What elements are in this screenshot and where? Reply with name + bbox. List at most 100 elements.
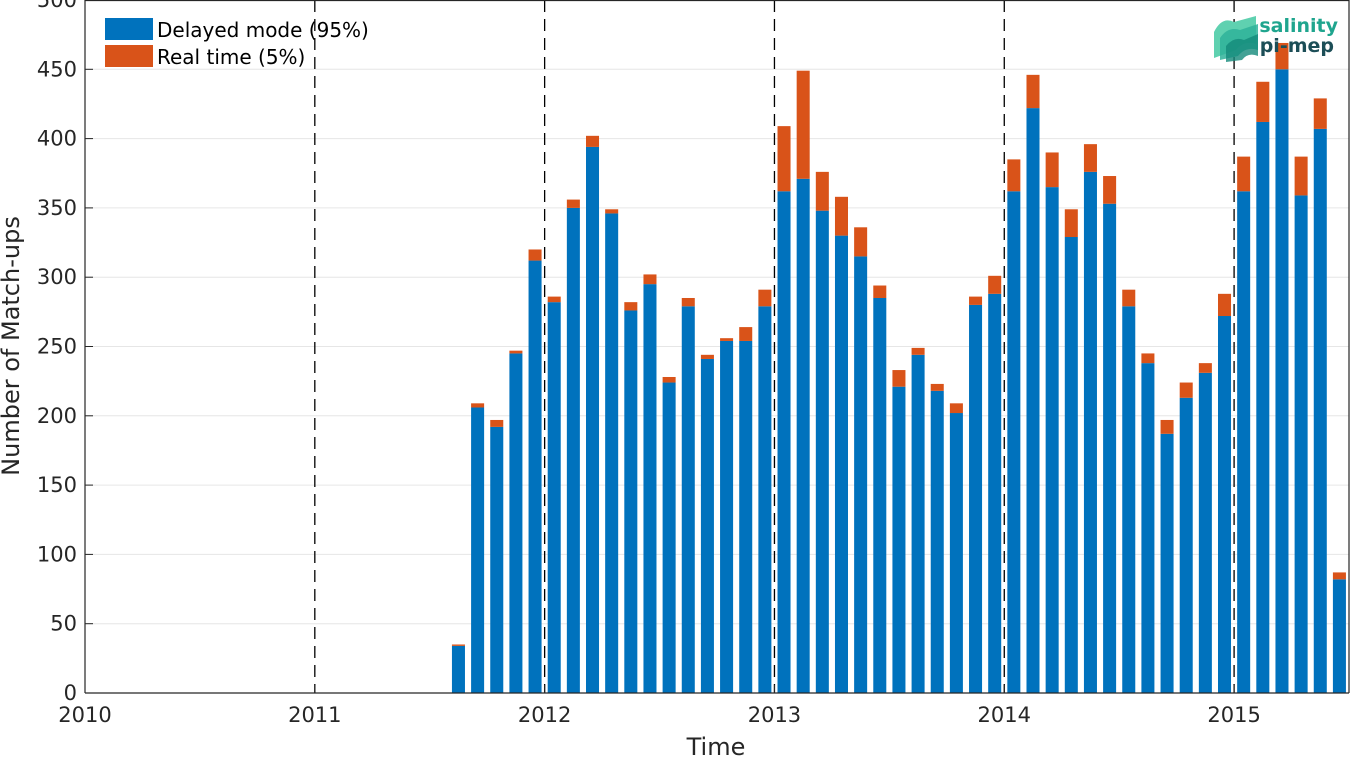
bar-realtime-2013-06 [873, 285, 887, 298]
bar-realtime-2015-01 [1237, 156, 1251, 192]
bar-delayed-2012-02 [566, 207, 580, 693]
bar-delayed-2013-12 [988, 293, 1002, 693]
bar-delayed-2012-05 [624, 310, 638, 693]
y-tick-label: 50 [50, 612, 77, 636]
y-tick-label: 0 [64, 681, 77, 705]
bar-delayed-2012-08 [681, 306, 695, 693]
legend-swatch-delayed [105, 18, 153, 40]
y-tick-label: 100 [37, 542, 77, 566]
bar-realtime-2014-06 [1103, 176, 1117, 204]
bar-delayed-2013-01 [777, 191, 791, 693]
y-tick-label: 500 [37, 0, 77, 12]
bar-delayed-2011-11 [509, 353, 523, 693]
bar-realtime-2014-04 [1064, 209, 1078, 238]
x-tick-label: 2011 [288, 703, 341, 727]
bar-delayed-2015-06 [1332, 579, 1346, 693]
bar-realtime-2012-02 [566, 199, 580, 208]
x-tick-label: 2015 [1207, 703, 1260, 727]
bar-realtime-2014-01 [1007, 159, 1021, 192]
logo-wave-icon [1214, 16, 1258, 62]
bar-realtime-2014-05 [1083, 144, 1097, 172]
bar-delayed-2013-04 [834, 235, 848, 693]
y-tick-labels: 0 50 100 150 200 250 300 350 400 450 500 [37, 0, 77, 705]
bar-delayed-2013-11 [969, 304, 983, 693]
bar-realtime-2012-01 [547, 296, 561, 303]
bar-delayed-2014-03 [1045, 187, 1059, 694]
bar-realtime-2015-02 [1256, 81, 1270, 122]
bar-realtime-2014-07 [1122, 289, 1136, 307]
bar-delayed-2012-07 [662, 382, 676, 693]
bar-realtime-2013-12 [988, 275, 1002, 294]
bar-delayed-2012-12 [758, 306, 772, 693]
bar-realtime-2012-11 [739, 327, 753, 341]
bar-realtime-2013-02 [796, 70, 810, 179]
legend-swatch-realtime [105, 45, 153, 67]
bar-realtime-2013-07 [892, 370, 906, 387]
x-tick-label: 2013 [748, 703, 801, 727]
bar-delayed-2015-02 [1256, 121, 1270, 693]
axes [84, 0, 1350, 694]
bar-realtime-2014-10 [1179, 382, 1193, 398]
bar-delayed-2013-10 [949, 413, 963, 693]
bar-delayed-2014-02 [1026, 108, 1040, 693]
bar-delayed-2015-01 [1237, 191, 1251, 693]
bar-delayed-2014-06 [1103, 203, 1117, 693]
y-tick-label: 150 [37, 473, 77, 497]
bar-realtime-2013-10 [949, 403, 963, 414]
legend-label-realtime: Real time (5%) [157, 45, 305, 69]
bar-realtime-2014-02 [1026, 74, 1040, 109]
bar-delayed-2014-08 [1141, 363, 1155, 693]
y-tick-label: 200 [37, 404, 77, 428]
bar-realtime-2012-04 [605, 209, 619, 214]
bar-delayed-2014-07 [1122, 306, 1136, 693]
bar-delayed-2012-10 [720, 340, 734, 693]
bar-realtime-2015-04 [1294, 156, 1308, 196]
bar-realtime-2012-07 [662, 376, 676, 383]
bar-realtime-2012-06 [643, 274, 657, 285]
salinity-pi-mep-logo: salinity pi-mep [1214, 15, 1339, 62]
bar-realtime-2014-12 [1218, 293, 1232, 317]
bar-realtime-2013-05 [854, 227, 868, 257]
bar-delayed-2015-05 [1313, 128, 1327, 693]
bar-realtime-2014-11 [1198, 363, 1212, 373]
bar-delayed-2014-04 [1064, 237, 1078, 694]
bar-delayed-2013-08 [911, 354, 925, 693]
bar-delayed-2011-08 [451, 645, 465, 693]
bar-delayed-2013-05 [854, 256, 868, 693]
bar-delayed-2012-01 [547, 302, 561, 693]
bar-delayed-2013-02 [796, 178, 810, 693]
legend: Delayed mode (95%) Real time (5%) [105, 18, 369, 69]
bar-delayed-2013-07 [892, 386, 906, 693]
bar-realtime-2012-10 [720, 338, 734, 341]
y-tick-label: 350 [37, 196, 77, 220]
grid-lines [85, 0, 1349, 694]
bar-delayed-2014-05 [1083, 171, 1097, 693]
bar-realtime-2012-03 [586, 135, 600, 147]
bar-delayed-2012-11 [739, 340, 753, 693]
logo-text-pi-mep: pi-mep [1260, 35, 1334, 57]
bar-realtime-2011-12 [528, 249, 542, 261]
bar-realtime-2011-10 [490, 419, 504, 427]
bar-realtime-2013-08 [911, 347, 925, 355]
y-tick-label: 450 [37, 57, 77, 81]
bars [451, 42, 1346, 694]
bar-delayed-2014-10 [1179, 397, 1193, 693]
legend-label-delayed: Delayed mode (95%) [157, 18, 369, 42]
bar-delayed-2011-12 [528, 260, 542, 693]
bar-delayed-2015-04 [1294, 195, 1308, 693]
bar-delayed-2014-11 [1198, 372, 1212, 693]
x-tick-label: 2010 [58, 703, 111, 727]
y-tick-label: 400 [37, 127, 77, 151]
year-dividers [314, 0, 1235, 693]
bar-realtime-2015-03 [1275, 42, 1289, 70]
bar-realtime-2013-11 [969, 296, 983, 305]
bar-realtime-2014-03 [1045, 152, 1059, 188]
bar-delayed-2014-09 [1160, 433, 1174, 693]
bar-delayed-2014-12 [1218, 316, 1232, 693]
bar-realtime-2011-08 [451, 644, 465, 646]
bar-realtime-2015-05 [1313, 98, 1327, 129]
bar-realtime-2014-09 [1160, 419, 1174, 434]
y-tick-label: 300 [37, 265, 77, 289]
bar-realtime-2012-09 [700, 354, 714, 359]
